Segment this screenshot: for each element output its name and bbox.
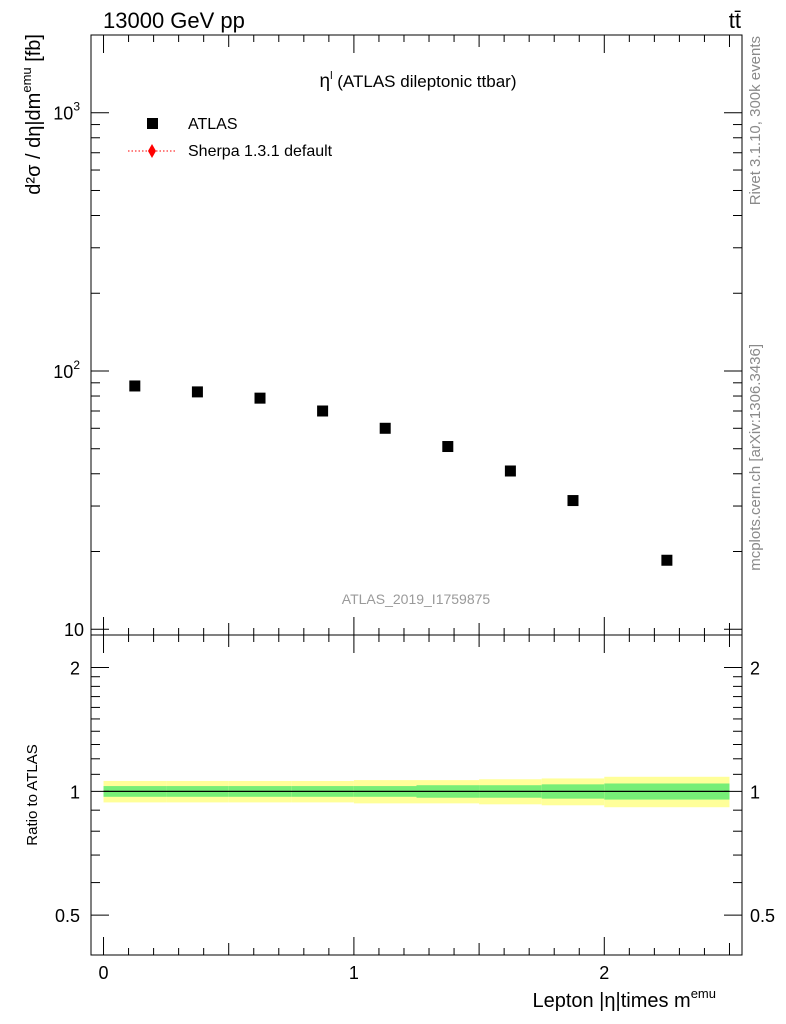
ratio-y-tick-label-right: 0.5	[750, 906, 775, 926]
ratio-y-tick-label-right: 1	[750, 782, 760, 802]
ratio-y-tick-labels: 0.5 0.5 1 1 2 2	[55, 659, 775, 927]
main-y-tick-label: 10	[64, 620, 84, 640]
atlas-data-point	[129, 380, 141, 392]
tick-label-exponent: 2	[73, 358, 80, 372]
y-label-unit: [fb]	[23, 34, 45, 67]
x-label-main: Lepton |η|times m	[532, 990, 690, 1012]
ratio-y-tick-label-right: 2	[750, 659, 760, 679]
legend-atlas-label: ATLAS	[188, 116, 238, 133]
atlas-data-point	[191, 386, 203, 398]
main-y-tick-label: 103	[53, 100, 80, 124]
atlas-data-point	[661, 554, 673, 566]
analysis-label: ATLAS_2019_I1759875	[342, 591, 491, 607]
x-label-superscript: emu	[691, 986, 716, 1001]
title-symbol: η	[320, 71, 331, 92]
ratio-frame	[90, 634, 743, 956]
x-tick-label: 0	[99, 963, 109, 983]
rivet-label: Rivet 3.1.10, 300k events	[747, 36, 764, 205]
ratio-y-tick-label: 0.5	[55, 906, 80, 926]
tick-label-base: 10	[64, 620, 84, 640]
x-axis-label: Lepton |η|times memu	[532, 986, 716, 1012]
legend: ATLAS Sherpa 1.3.1 default	[128, 116, 333, 160]
ratio-y-tick-label: 2	[70, 659, 80, 679]
legend-sherpa-label: Sherpa 1.3.1 default	[188, 143, 333, 160]
main-y-axis-label: d²σ / dη|dmemu [fb]	[19, 34, 45, 195]
atlas-data-point	[317, 405, 329, 417]
atlas-data-point	[504, 465, 516, 477]
process-label: tt̄	[729, 8, 741, 33]
title-superscript: l	[330, 70, 332, 82]
plot-title: ηl (ATLAS dileptonic ttbar)	[320, 70, 517, 92]
legend-atlas-marker	[147, 118, 158, 129]
x-tick-labels: 0 1 2	[99, 963, 610, 983]
tick-label-base: 10	[53, 104, 73, 124]
title-text: (ATLAS dileptonic ttbar)	[333, 72, 517, 91]
ratio-panel: 0.5 0.5 1 1 2 2 0 1 2 Ratio to ATLAS Lepton |η|…	[24, 634, 775, 1012]
mcplots-label: mcplots.cern.ch [arXiv:1306.3436]	[747, 344, 764, 571]
tick-label-base: 10	[53, 362, 73, 382]
y-label-main: d²σ / dη|dm	[23, 93, 45, 195]
y-label-superscript: emu	[19, 67, 34, 92]
atlas-data-point	[442, 441, 454, 453]
x-tick-label: 1	[349, 963, 359, 983]
tick-label-exponent: 3	[73, 100, 80, 114]
ratio-uncertainty-band	[103, 776, 730, 808]
legend-sherpa-marker	[148, 144, 156, 158]
atlas-data-point	[254, 392, 266, 404]
atlas-data-point	[379, 422, 391, 434]
ratio-y-tick-label: 1	[70, 782, 80, 802]
atlas-data-points	[129, 380, 673, 566]
main-y-tick-label: 102	[53, 358, 80, 382]
ratio-y-axis-label: Ratio to ATLAS	[24, 744, 41, 845]
x-tick-label: 2	[599, 963, 609, 983]
energy-label: 13000 GeV pp	[103, 8, 245, 33]
atlas-data-point	[567, 495, 579, 507]
